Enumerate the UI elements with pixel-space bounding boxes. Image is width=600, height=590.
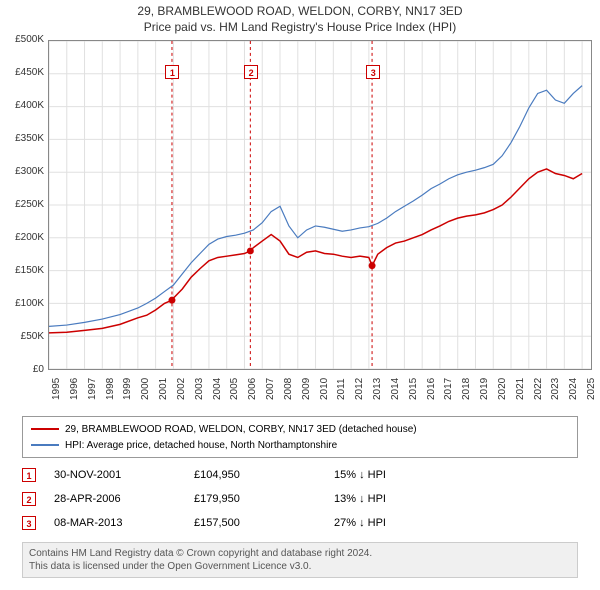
- x-axis-label: 2010: [319, 378, 330, 400]
- y-axis-label: £200K: [2, 232, 44, 243]
- x-axis-label: 1997: [87, 378, 98, 400]
- y-axis-label: £250K: [2, 199, 44, 210]
- sale-row: 1 30-NOV-2001£104,95015% ↓ HPI: [22, 464, 578, 486]
- x-axis-label: 2021: [515, 378, 526, 400]
- x-axis-label: 2006: [247, 378, 258, 400]
- x-axis-label: 1999: [122, 378, 133, 400]
- legend-swatch: [31, 444, 59, 446]
- x-axis-label: 2016: [426, 378, 437, 400]
- y-axis-label: £50K: [2, 331, 44, 342]
- y-axis-label: £300K: [2, 166, 44, 177]
- x-axis-label: 2014: [390, 378, 401, 400]
- sale-hpi-diff: 15% ↓ HPI: [334, 469, 454, 481]
- x-axis-label: 2015: [408, 378, 419, 400]
- sale-marker-1: 1: [165, 65, 179, 79]
- y-axis-label: £0: [2, 364, 44, 375]
- x-axis-label: 2024: [568, 378, 579, 400]
- sale-hpi-diff: 27% ↓ HPI: [334, 517, 454, 529]
- legend-item: 29, BRAMBLEWOOD ROAD, WELDON, CORBY, NN1…: [31, 421, 569, 437]
- x-axis-label: 1995: [51, 378, 62, 400]
- sale-marker-2: 2: [244, 65, 258, 79]
- sale-hpi-diff: 13% ↓ HPI: [334, 493, 454, 505]
- legend-item: HPI: Average price, detached house, Nort…: [31, 437, 569, 453]
- chart-subtitle: Price paid vs. HM Land Registry's House …: [0, 20, 600, 34]
- x-axis-label: 2003: [194, 378, 205, 400]
- x-axis-label: 2022: [533, 378, 544, 400]
- y-axis-label: £350K: [2, 133, 44, 144]
- x-axis-label: 2005: [229, 378, 240, 400]
- sale-price: £104,950: [194, 469, 334, 481]
- x-axis-label: 2001: [158, 378, 169, 400]
- x-axis-label: 2000: [140, 378, 151, 400]
- sale-marker-3: 3: [366, 65, 380, 79]
- x-axis-label: 2013: [372, 378, 383, 400]
- y-axis-label: £500K: [2, 34, 44, 45]
- sale-row: 2 28-APR-2006£179,95013% ↓ HPI: [22, 488, 578, 510]
- x-axis-label: 2004: [212, 378, 223, 400]
- legend-swatch: [31, 428, 59, 430]
- chart-legend: 29, BRAMBLEWOOD ROAD, WELDON, CORBY, NN1…: [22, 416, 578, 458]
- y-axis-label: £150K: [2, 265, 44, 276]
- sale-row: 3 08-MAR-2013£157,50027% ↓ HPI: [22, 512, 578, 534]
- sale-date: 30-NOV-2001: [54, 469, 194, 481]
- footer-line-2: This data is licensed under the Open Gov…: [29, 560, 571, 573]
- sale-price: £157,500: [194, 517, 334, 529]
- x-axis-label: 2009: [301, 378, 312, 400]
- chart-container: £0 £50K £100K £150K £200K £250K £300K £350K £400…: [2, 36, 598, 406]
- x-axis-label: 2017: [443, 378, 454, 400]
- sale-price: £179,950: [194, 493, 334, 505]
- plot-area: 1 2 3: [48, 40, 592, 370]
- x-axis-label: 2025: [586, 378, 597, 400]
- y-axis-label: £450K: [2, 67, 44, 78]
- x-axis-label: 2008: [283, 378, 294, 400]
- footer-line-1: Contains HM Land Registry data © Crown c…: [29, 547, 571, 560]
- sale-marker-box: 2: [22, 492, 36, 506]
- x-axis-label: 2011: [336, 378, 347, 400]
- footer-note: Contains HM Land Registry data © Crown c…: [22, 542, 578, 578]
- sale-marker-box: 3: [22, 516, 36, 530]
- y-axis-label: £100K: [2, 298, 44, 309]
- x-axis-label: 2020: [497, 378, 508, 400]
- x-axis-label: 2012: [354, 378, 365, 400]
- y-axis-label: £400K: [2, 100, 44, 111]
- sale-date: 08-MAR-2013: [54, 517, 194, 529]
- x-axis-label: 2002: [176, 378, 187, 400]
- sale-date: 28-APR-2006: [54, 493, 194, 505]
- x-axis-label: 2007: [265, 378, 276, 400]
- x-axis-label: 2023: [550, 378, 561, 400]
- chart-title: 29, BRAMBLEWOOD ROAD, WELDON, CORBY, NN1…: [0, 4, 600, 18]
- x-axis-label: 1996: [69, 378, 80, 400]
- x-axis-label: 1998: [105, 378, 116, 400]
- legend-label: HPI: Average price, detached house, Nort…: [65, 440, 337, 451]
- legend-label: 29, BRAMBLEWOOD ROAD, WELDON, CORBY, NN1…: [65, 424, 417, 435]
- x-axis-label: 2019: [479, 378, 490, 400]
- sales-table: 1 30-NOV-2001£104,95015% ↓ HPI 2 28-APR-200…: [22, 464, 578, 536]
- sale-marker-box: 1: [22, 468, 36, 482]
- x-axis-label: 2018: [461, 378, 472, 400]
